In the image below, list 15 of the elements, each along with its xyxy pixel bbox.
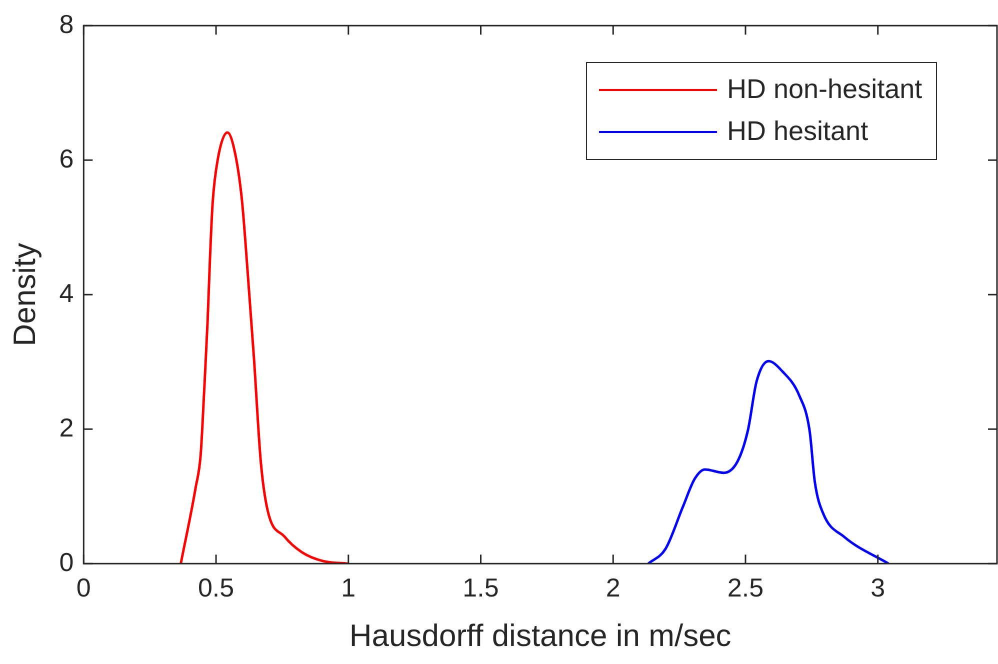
x-axis-title: Hausdorff distance in m/sec xyxy=(349,618,732,653)
x-tick-label: 1 xyxy=(341,572,356,602)
x-tick-label: 2.5 xyxy=(727,572,764,602)
legend-label: HD hesitant xyxy=(727,116,868,148)
y-tick-label: 0 xyxy=(59,546,74,577)
y-tick-label: 2 xyxy=(59,412,74,442)
x-tick-label: 0.5 xyxy=(198,572,234,602)
x-tick-label: 2 xyxy=(606,572,620,602)
y-axis-title: Density xyxy=(7,242,42,346)
x-tick-label: 3 xyxy=(870,572,886,602)
legend-label: HD non-hesitant xyxy=(727,74,922,106)
y-tick-label: 4 xyxy=(59,278,74,308)
x-tick-label: 1.5 xyxy=(462,572,499,602)
y-tick-label: 8 xyxy=(59,8,74,39)
y-tick-label: 6 xyxy=(59,143,74,174)
